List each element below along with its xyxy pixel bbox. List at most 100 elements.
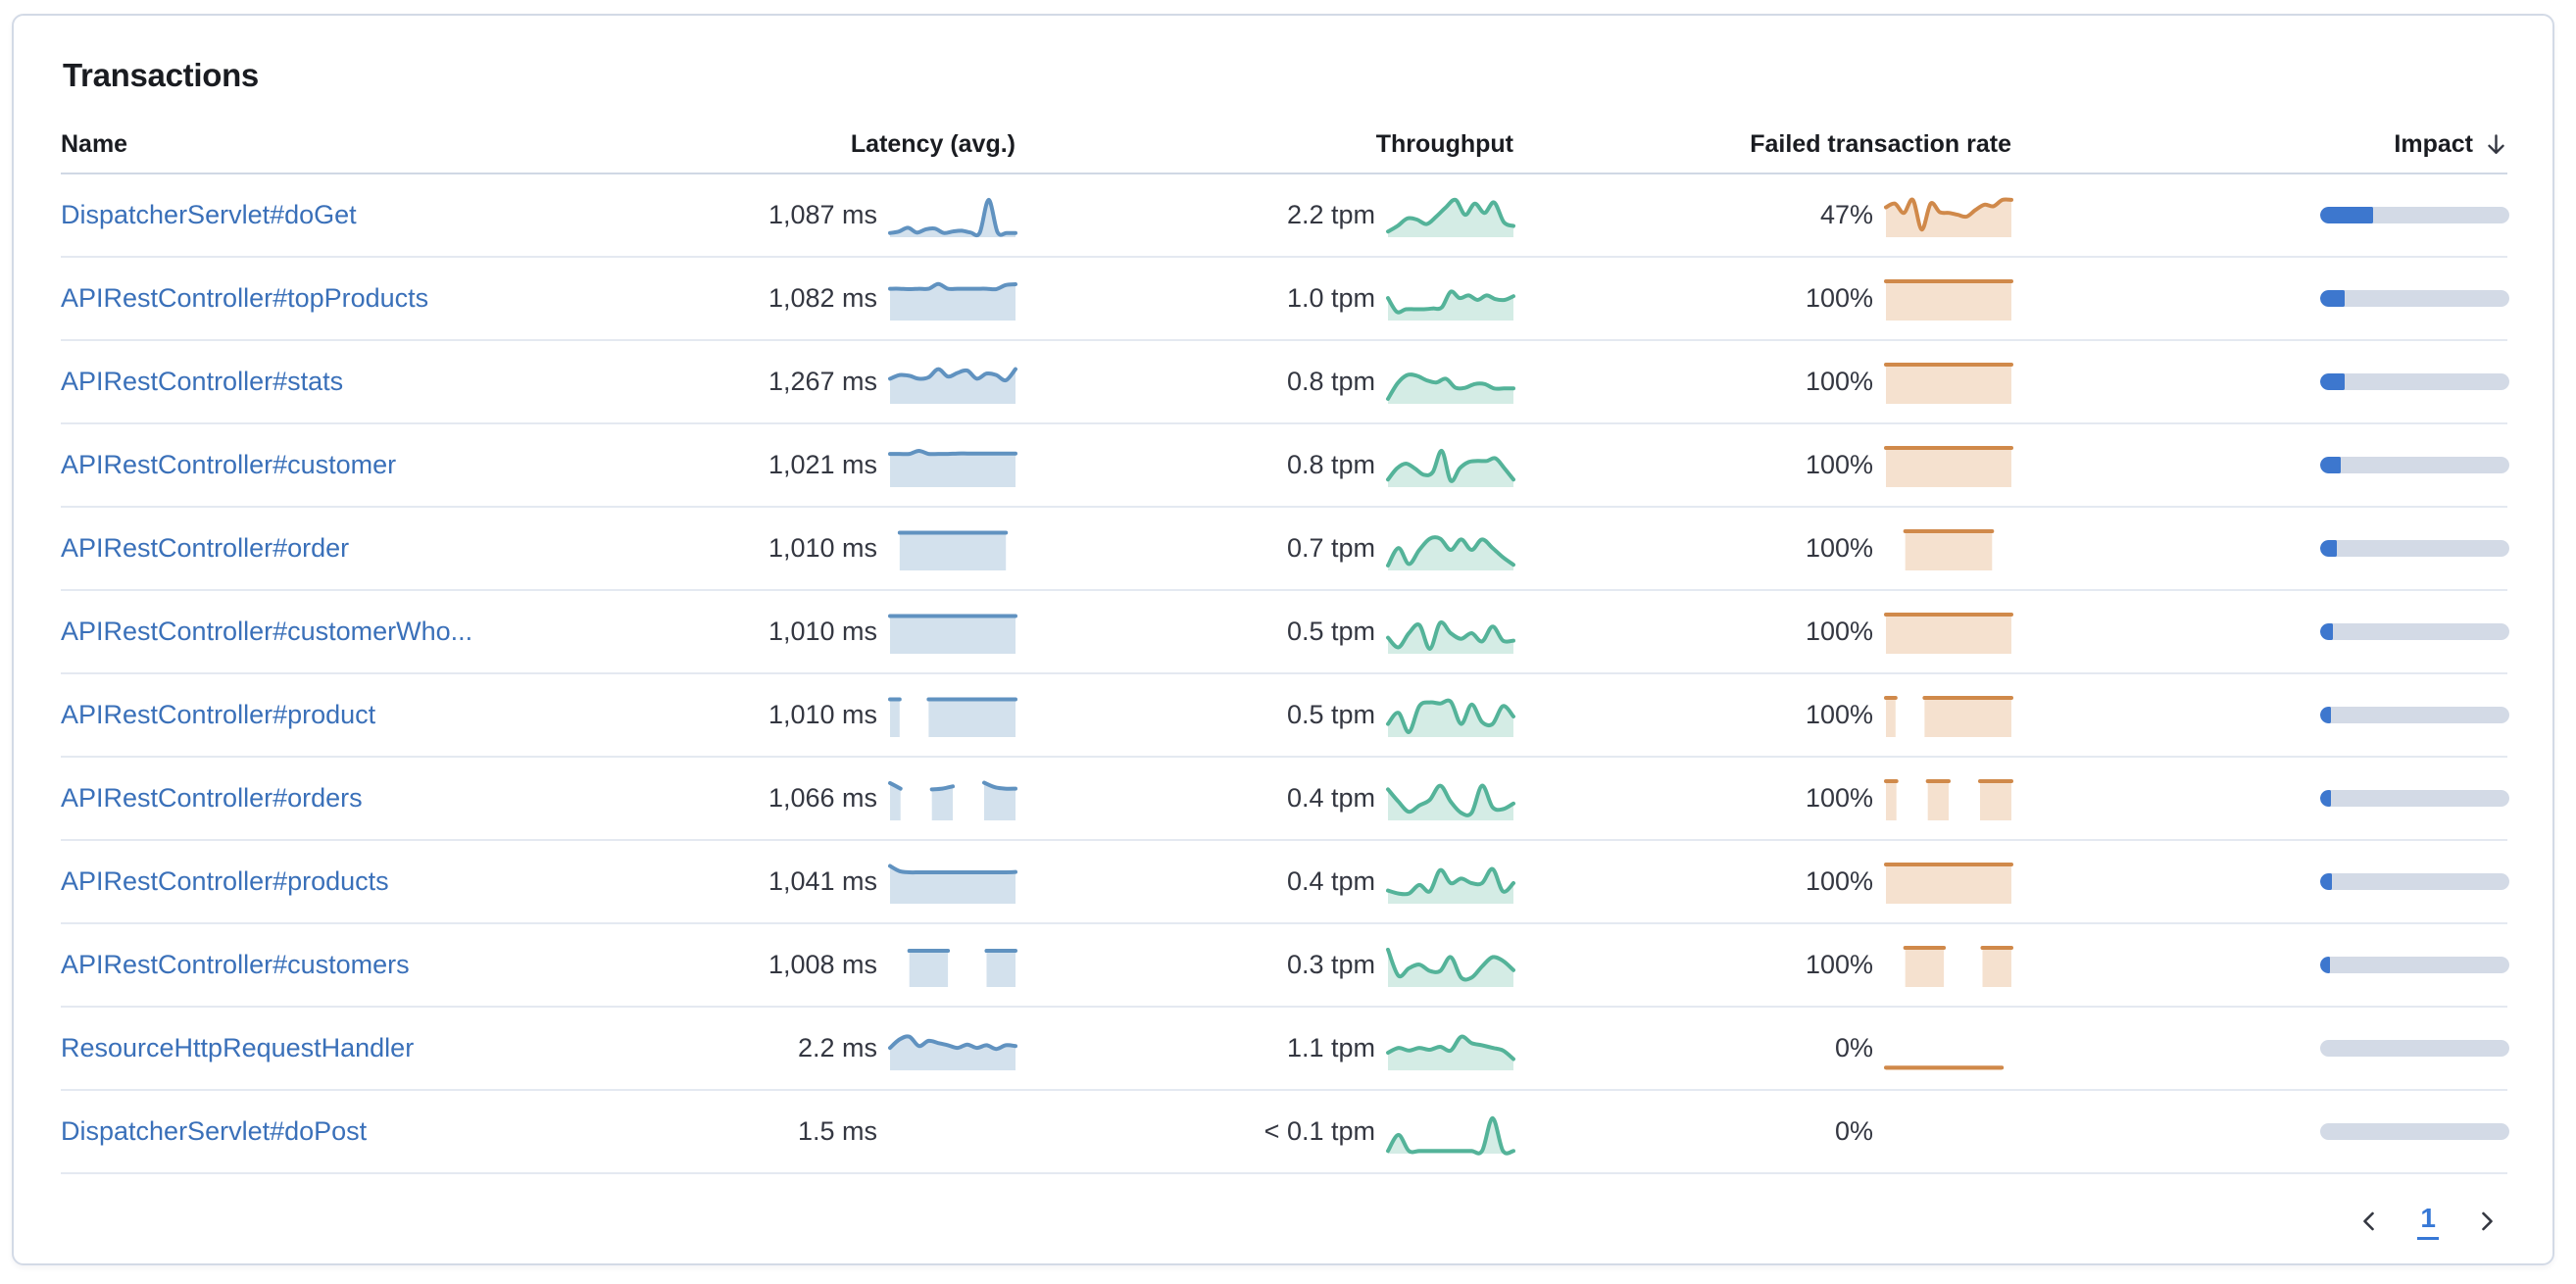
impact-bar-track <box>2320 207 2509 223</box>
impact-bar-fill <box>2320 207 2374 223</box>
failed-rate-value: 100% <box>1805 533 1873 563</box>
latency-value: 1,087 ms <box>768 200 877 229</box>
failed-rate-sparkline <box>1903 528 1995 570</box>
transaction-name-link[interactable]: APIRestController#products <box>61 866 389 896</box>
page-title: Transactions <box>63 57 259 93</box>
column-header-failed-rate[interactable]: Failed transaction rate <box>1750 129 2011 158</box>
impact-bar-track <box>2320 623 2509 640</box>
transactions-panel: Transactions Name Latency (avg.) Through… <box>12 14 2554 1265</box>
throughput-value: < 0.1 tpm <box>1263 1116 1375 1146</box>
latency-value: 1,008 ms <box>768 950 877 979</box>
latency-value: 1,066 ms <box>768 783 877 813</box>
impact-bar-track <box>2320 790 2509 807</box>
transaction-name-link[interactable]: APIRestController#customerWho... <box>61 617 473 646</box>
throughput-value: 0.5 tpm <box>1286 700 1375 729</box>
latency-value: 1.5 ms <box>797 1116 877 1146</box>
transaction-name-link[interactable]: DispatcherServlet#doGet <box>61 200 357 229</box>
throughput-value: 0.3 tpm <box>1286 950 1375 979</box>
failed-rate-sparkline <box>1886 1111 2011 1154</box>
table-row: APIRestController#product 1,010 ms 0.5 t… <box>61 674 2509 758</box>
latency-sparkline <box>888 864 1017 904</box>
impact-bar-track <box>2320 373 2509 390</box>
failed-rate-value: 100% <box>1805 450 1873 479</box>
latency-sparkline <box>888 197 1017 237</box>
latency-value: 1,267 ms <box>768 367 877 396</box>
sort-desc-arrow-icon <box>2483 131 2509 158</box>
latency-value: 1,010 ms <box>768 533 877 563</box>
latency-value: 1,021 ms <box>768 450 877 479</box>
next-page-button[interactable] <box>2472 1207 2502 1236</box>
transaction-name-link[interactable]: APIRestController#orders <box>61 783 363 813</box>
failed-rate-sparkline <box>1884 778 2013 820</box>
failed-rate-sparkline <box>1884 362 2013 404</box>
failed-rate-value: 100% <box>1805 367 1873 396</box>
table-row: APIRestController#customers 1,008 ms 0.3… <box>61 924 2509 1008</box>
latency-sparkline <box>888 697 1017 737</box>
page-number-1[interactable]: 1 <box>2417 1203 2439 1240</box>
impact-bar-fill <box>2320 623 2333 640</box>
latency-sparkline <box>888 367 1017 404</box>
impact-bar-track <box>2320 873 2509 890</box>
throughput-sparkline <box>1386 1034 1515 1070</box>
throughput-sparkline <box>1386 1115 1515 1156</box>
table-row: APIRestController#customer 1,021 ms 0.8 … <box>61 424 2509 508</box>
transaction-name-link[interactable]: APIRestController#topProducts <box>61 283 429 313</box>
transaction-name-link[interactable]: DispatcherServlet#doPost <box>61 1116 368 1146</box>
impact-bar-track <box>2320 457 2509 473</box>
impact-bar-track <box>2320 1040 2509 1057</box>
table-row: APIRestController#orders 1,066 ms 0.4 tp… <box>61 758 2509 841</box>
transaction-name-link[interactable]: ResourceHttpRequestHandler <box>61 1033 415 1062</box>
pagination: 1 <box>61 1174 2507 1268</box>
impact-bar-track <box>2320 290 2509 307</box>
throughput-sparkline <box>1386 783 1515 820</box>
throughput-sparkline <box>1386 619 1515 654</box>
failed-rate-value: 47% <box>1819 200 1873 229</box>
transaction-name-link[interactable]: APIRestController#customers <box>61 950 410 979</box>
transaction-name-link[interactable]: APIRestController#order <box>61 533 350 563</box>
latency-sparkline <box>890 1111 1016 1154</box>
impact-bar-fill <box>2320 707 2331 723</box>
table-row: APIRestController#customerWho... 1,010 m… <box>61 591 2509 674</box>
impact-bar-track <box>2320 540 2509 557</box>
latency-value: 1,041 ms <box>768 866 877 896</box>
impact-bar-track <box>2320 957 2509 973</box>
failed-rate-sparkline <box>1884 695 2013 737</box>
chevron-left-icon <box>2363 1211 2375 1231</box>
throughput-sparkline <box>1386 866 1515 904</box>
latency-value: 1,082 ms <box>768 283 877 313</box>
previous-page-button[interactable] <box>2354 1207 2384 1236</box>
throughput-sparkline <box>1386 288 1515 321</box>
impact-bar-fill <box>2320 957 2330 973</box>
impact-bar-track <box>2320 707 2509 723</box>
impact-bar-fill <box>2320 373 2346 390</box>
impact-bar-fill <box>2320 540 2338 557</box>
latency-sparkline <box>888 1033 1017 1070</box>
latency-value: 2.2 ms <box>797 1033 877 1062</box>
column-header-impact[interactable]: Impact <box>2394 130 2509 159</box>
throughput-sparkline <box>1386 448 1515 487</box>
throughput-value: 0.4 tpm <box>1286 783 1375 813</box>
failed-rate-value: 100% <box>1805 700 1873 729</box>
table-row: APIRestController#stats 1,267 ms 0.8 tpm… <box>61 341 2509 424</box>
impact-bar-fill <box>2320 873 2332 890</box>
impact-bar-fill <box>2320 790 2331 807</box>
chevron-right-icon <box>2482 1211 2493 1231</box>
transaction-name-link[interactable]: APIRestController#customer <box>61 450 397 479</box>
transaction-name-link[interactable]: APIRestController#product <box>61 700 376 729</box>
failed-rate-sparkline <box>1884 278 2013 321</box>
latency-sparkline <box>897 530 1009 570</box>
failed-rate-sparkline <box>1884 196 2013 237</box>
failed-rate-value: 0% <box>1834 1116 1873 1146</box>
transaction-name-link[interactable]: APIRestController#stats <box>61 367 344 396</box>
throughput-sparkline <box>1386 371 1515 404</box>
failed-rate-sparkline <box>1884 612 2013 654</box>
failed-rate-sparkline <box>1903 945 2013 987</box>
latency-sparkline <box>888 448 1017 487</box>
latency-sparkline <box>888 780 1017 820</box>
column-header-throughput[interactable]: Throughput <box>1375 129 1513 158</box>
column-header-latency[interactable]: Latency (avg.) <box>850 129 1016 158</box>
failed-rate-value: 100% <box>1805 617 1873 646</box>
failed-rate-value: 100% <box>1805 283 1873 313</box>
throughput-sparkline <box>1386 947 1515 987</box>
impact-bar-fill <box>2320 457 2342 473</box>
